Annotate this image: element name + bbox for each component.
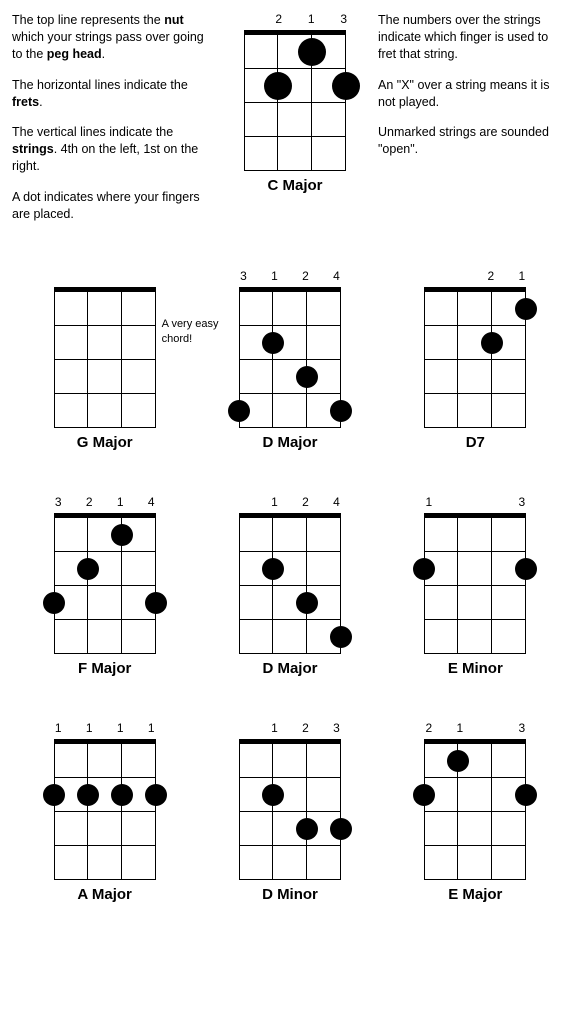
finger-dot (145, 592, 167, 614)
finger-numbers: 1111 (43, 721, 167, 735)
finger-dot (111, 524, 133, 546)
finger-numbers: 3214 (43, 495, 167, 509)
finger-dot (298, 38, 326, 66)
fretboard-grid (424, 513, 526, 654)
chord-d-major: 3124 D Major (228, 269, 352, 451)
fretboard-grid (54, 287, 156, 428)
chord-d-major: 124 D Major (228, 495, 352, 677)
finger-numbers: 213 (230, 12, 360, 26)
finger-numbers: 123 (228, 721, 352, 735)
finger-numbers: 213 (413, 721, 537, 735)
finger-dot (77, 558, 99, 580)
finger-numbers: 13 (413, 495, 537, 509)
finger-dot (43, 784, 65, 806)
chord-row: 1111 A Major 123 D Minor 213 E Major (12, 721, 568, 903)
finger-numbers (43, 269, 167, 283)
finger-dot (262, 558, 284, 580)
chord-a-major: 1111 A Major (43, 721, 167, 903)
finger-dot (330, 626, 352, 648)
fretboard-grid (239, 739, 341, 880)
finger-dot (264, 72, 292, 100)
finger-dot (515, 558, 537, 580)
finger-numbers: 21 (413, 269, 537, 283)
finger-dot (515, 784, 537, 806)
chord-name: D Major (262, 660, 317, 677)
chord-e-major: 213 E Major (413, 721, 537, 903)
finger-dot (296, 366, 318, 388)
chord-g-major: G Major (43, 269, 167, 451)
finger-dot (111, 784, 133, 806)
finger-dot (296, 818, 318, 840)
finger-dot (77, 784, 99, 806)
finger-dot (332, 72, 360, 100)
fretboard-grid (239, 513, 341, 654)
chord-row: 3214 F Major 124 D Major 13 E Minor (12, 495, 568, 677)
chord-e-minor: 13 E Minor (413, 495, 537, 677)
left-annotations: The top line represents the nut which yo… (12, 12, 212, 237)
chord-rows: G MajorA very easy chord!3124D Major21D7… (12, 269, 568, 903)
finger-dot (481, 332, 503, 354)
chord-name: E Minor (448, 660, 503, 677)
chord-name: D7 (466, 434, 485, 451)
finger-dot (447, 750, 469, 772)
right-annotations: The numbers over the strings indicate wh… (378, 12, 568, 237)
fretboard-grid (424, 739, 526, 880)
finger-dot (43, 592, 65, 614)
chord-name: E Major (448, 886, 502, 903)
finger-dot (330, 400, 352, 422)
chord-name: D Minor (262, 886, 318, 903)
finger-dot (228, 400, 250, 422)
fretboard-grid (424, 287, 526, 428)
finger-dot (413, 784, 435, 806)
finger-numbers: 3124 (228, 269, 352, 283)
finger-dot (262, 332, 284, 354)
finger-dot (330, 818, 352, 840)
chord-d7: 21 D7 (413, 269, 537, 451)
finger-numbers: 124 (228, 495, 352, 509)
chord-name: D Major (262, 434, 317, 451)
finger-dot (296, 592, 318, 614)
finger-dot (145, 784, 167, 806)
fretboard-grid (239, 287, 341, 428)
fretboard-grid (244, 30, 346, 171)
chord-name: F Major (78, 660, 131, 677)
finger-dot (262, 784, 284, 806)
chord-name: C Major (267, 177, 322, 194)
chord-name: G Major (77, 434, 133, 451)
chord-c-major: 213 C Major (230, 12, 360, 237)
chord-f-major: 3214 F Major (43, 495, 167, 677)
chord-row: G MajorA very easy chord!3124D Major21D7 (12, 269, 568, 451)
finger-dot (515, 298, 537, 320)
finger-dot (413, 558, 435, 580)
chord-d-minor: 123 D Minor (228, 721, 352, 903)
fretboard-grid (54, 739, 156, 880)
chord-name: A Major (77, 886, 131, 903)
fretboard-grid (54, 513, 156, 654)
